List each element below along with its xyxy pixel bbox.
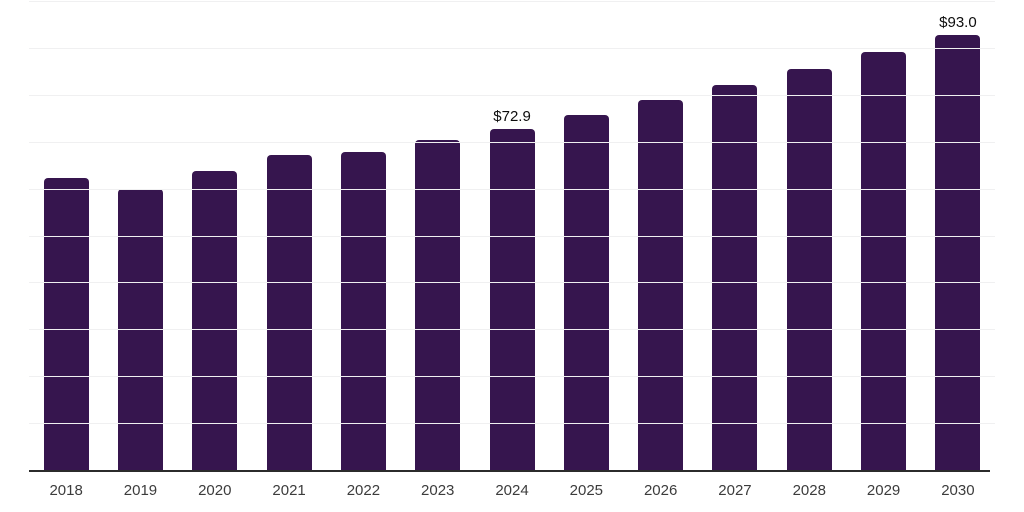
bar-2027 (712, 85, 758, 471)
x-tick-label-2030: 2030 (941, 482, 975, 499)
x-tick-label-2019: 2019 (123, 482, 158, 499)
x-tick-label-2020: 2020 (198, 482, 232, 499)
bar-2026 (638, 100, 684, 471)
bar-2018 (43, 178, 89, 471)
bar-2020 (192, 170, 238, 471)
bar-slot-2024: $72.9 (475, 2, 549, 471)
data-label-2030: $93.0 (939, 13, 977, 31)
bars-container: $72.9 $93.0 (29, 2, 995, 471)
bar-2030: $93.0 (935, 15, 981, 471)
bar-2029 (861, 52, 907, 471)
bar-slot-2023 (401, 2, 475, 471)
bar-2021 (266, 155, 312, 471)
bar-slot-2027 (698, 2, 772, 471)
bar-slot-2021 (252, 2, 326, 471)
x-tick-label-2018: 2018 (49, 482, 83, 499)
bar-2025 (563, 115, 609, 471)
gridline-50 (29, 235, 995, 237)
gridline-30 (29, 329, 995, 331)
bar-2022 (340, 152, 386, 471)
bar-slot-2030: $93.0 (921, 2, 995, 471)
bar-slot-2020 (178, 2, 252, 471)
data-label-2024: $72.9 (493, 108, 531, 126)
gridline-20 (29, 376, 995, 378)
x-tick-label-2027: 2027 (718, 482, 752, 499)
bar-slot-2022 (326, 2, 400, 471)
bar-slot-2029 (846, 2, 920, 471)
x-tick-label-2025: 2025 (569, 482, 604, 499)
x-axis-labels: 2018 2019 2020 2021 2022 2023 2024 2025 2026 2027… (29, 481, 995, 501)
gridline-90 (29, 47, 995, 49)
x-tick-label-2022: 2022 (346, 482, 381, 499)
x-tick-label-2021: 2021 (272, 482, 306, 499)
bar-slot-2028 (772, 2, 846, 471)
gridline-40 (29, 282, 995, 284)
gridline-60 (29, 188, 995, 190)
gridline-10 (29, 423, 995, 425)
gridline-100 (29, 1, 995, 2)
bar-2028 (786, 69, 832, 471)
gridline-70 (29, 141, 995, 143)
bar-slot-2026 (624, 2, 698, 471)
x-tick-label-2024: 2024 (495, 482, 529, 499)
x-tick-label-2028: 2028 (792, 482, 826, 499)
bar-slot-2018 (29, 2, 103, 471)
x-axis-line (29, 470, 990, 472)
bar-slot-2019 (103, 2, 177, 471)
bar-slot-2025 (549, 2, 623, 471)
gridline-80 (29, 94, 995, 96)
bar-2024: $72.9 (489, 109, 535, 471)
x-tick-label-2026: 2026 (643, 482, 678, 499)
x-tick-label-2023: 2023 (421, 482, 455, 499)
bar-2023 (415, 140, 461, 471)
plot-area: $72.9 $93.0 (29, 1, 995, 471)
x-tick-label-2029: 2029 (866, 482, 901, 499)
